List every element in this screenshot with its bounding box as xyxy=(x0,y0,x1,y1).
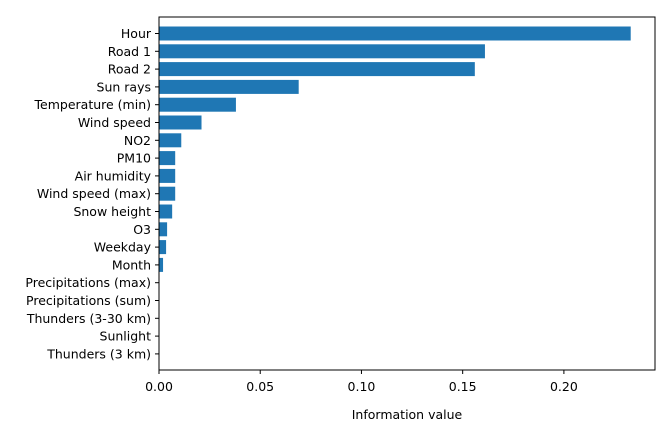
y-tick-label: Temperature (min) xyxy=(34,97,151,112)
y-tick-label: PM10 xyxy=(117,151,151,166)
bar xyxy=(159,205,172,219)
bar xyxy=(159,80,299,94)
x-axis-label: Information value xyxy=(352,407,463,422)
bar xyxy=(159,187,175,201)
bar xyxy=(159,169,175,183)
bar xyxy=(159,27,631,41)
x-tick-label: 0.15 xyxy=(449,379,477,394)
bar xyxy=(159,44,485,58)
y-tick-label: Sunlight xyxy=(100,329,152,344)
y-tick-label: Weekday xyxy=(94,240,152,255)
x-tick-label: 0.20 xyxy=(550,379,578,394)
y-tick-label: Thunders (3-30 km) xyxy=(26,311,151,326)
bar xyxy=(159,258,163,272)
bar xyxy=(159,151,175,165)
y-tick-label: Month xyxy=(112,257,151,272)
y-tick-labels: Hour Road 1 Road 2 Sun rays Temperature (min… xyxy=(25,26,159,361)
y-tick-label: Wind speed xyxy=(78,115,151,130)
y-tick-label: Sun rays xyxy=(97,79,151,94)
x-tick-label: 0.00 xyxy=(145,379,173,394)
bar xyxy=(159,98,236,112)
bar xyxy=(159,116,202,130)
y-tick-label: NO2 xyxy=(124,133,151,148)
y-tick-label: Road 2 xyxy=(108,62,151,77)
y-tick-label: Hour xyxy=(121,26,152,41)
bar xyxy=(159,62,475,76)
x-tick-label: 0.05 xyxy=(246,379,274,394)
y-tick-label: Thunders (3 km) xyxy=(46,346,151,361)
y-tick-label: Precipitations (max) xyxy=(25,275,151,290)
y-tick-label: Air humidity xyxy=(75,168,152,183)
x-ticks: 0.00 0.05 0.10 0.15 0.20 xyxy=(145,370,578,394)
y-tick-label: Wind speed (max) xyxy=(37,186,151,201)
x-tick-label: 0.10 xyxy=(348,379,376,394)
y-tick-label: Road 1 xyxy=(108,44,151,59)
y-tick-label: O3 xyxy=(133,222,151,237)
bar xyxy=(159,133,181,147)
bar xyxy=(159,240,166,254)
y-tick-label: Snow height xyxy=(73,204,151,219)
bar xyxy=(159,222,167,236)
y-tick-label: Precipitations (sum) xyxy=(26,293,151,308)
